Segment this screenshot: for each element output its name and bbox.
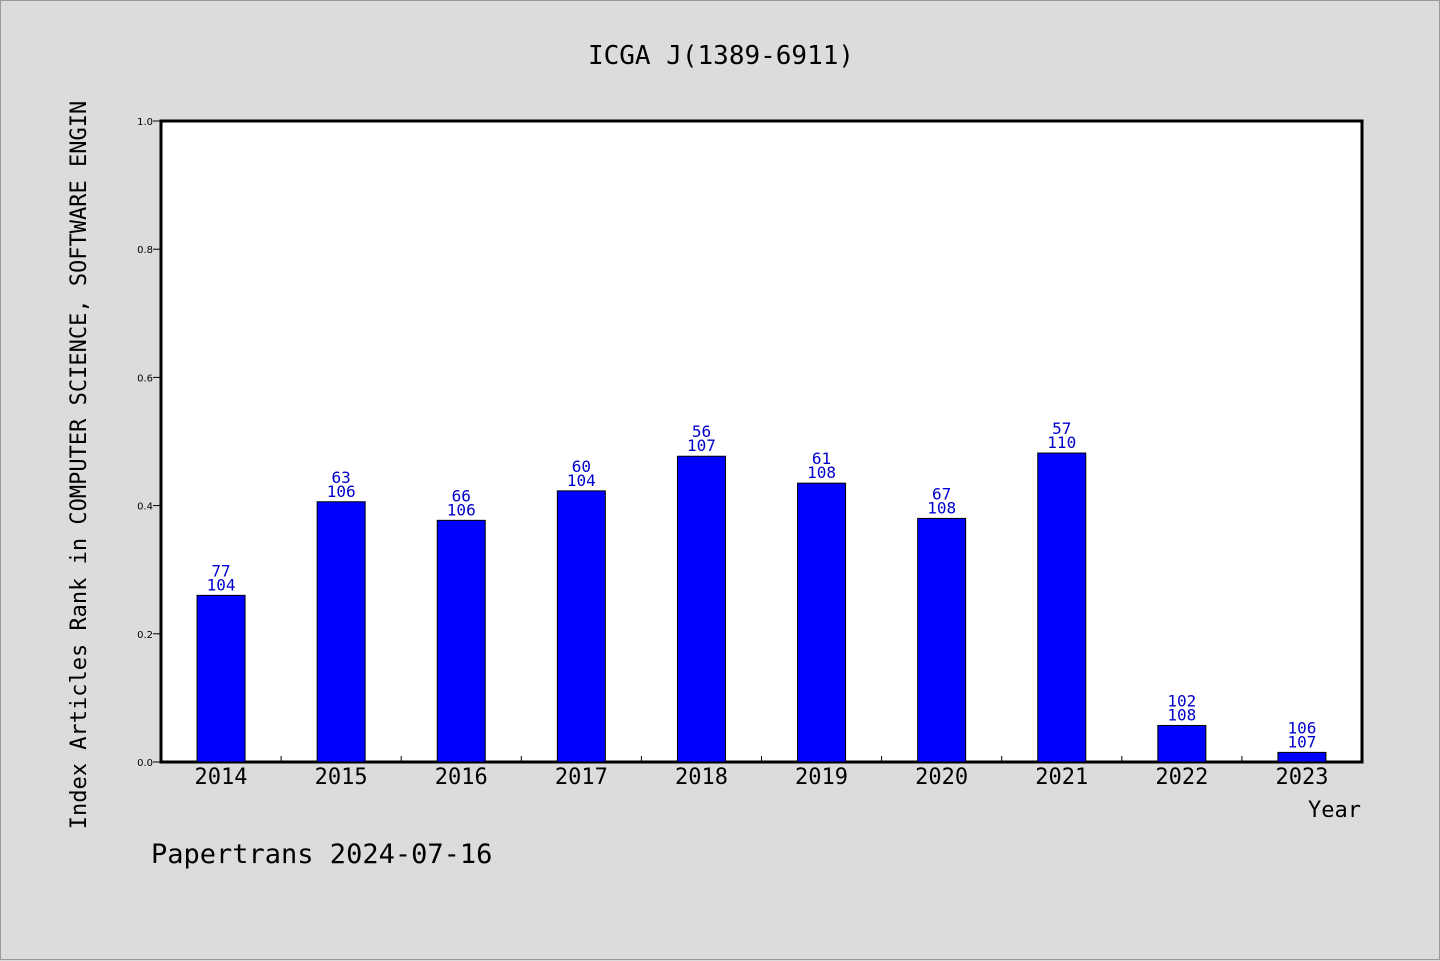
y-axis-ticks: 0.0 0.2 0.4 0.6 0.8 1.0	[137, 117, 161, 769]
x-tick-label: 2019	[795, 765, 848, 790]
x-tick-label: 2022	[1155, 765, 1208, 790]
bars	[196, 452, 1327, 763]
bar-total-label: 104	[567, 471, 596, 490]
x-tick-label: 2015	[315, 765, 368, 790]
bar-rank-label: 67	[932, 484, 951, 503]
bar-rank-label: 102	[1167, 691, 1196, 710]
bar-rank-label: 77	[211, 561, 230, 580]
bar-2016	[436, 519, 486, 763]
bar-2021	[1037, 452, 1087, 763]
bar-total-label: 107	[1287, 732, 1316, 751]
bar-2015	[316, 501, 366, 763]
x-axis-ticks: 2014 2015 2016 2017 2018 2019 2020 2021 2022 2023	[195, 756, 1328, 790]
bar-2017	[556, 490, 606, 763]
x-axis-label: Year	[1308, 798, 1361, 823]
x-tick-label: 2023	[1275, 765, 1328, 790]
x-tick-label: 2017	[555, 765, 608, 790]
bar-rank-label: 61	[812, 449, 831, 468]
bar-total-label: 104	[207, 575, 236, 594]
x-tick-label: 2016	[435, 765, 488, 790]
y-tick-label: 0.4	[137, 502, 153, 513]
bar-rank-label: 60	[572, 457, 591, 476]
y-tick-label: 0.8	[137, 245, 153, 256]
footer-watermark: Papertrans 2024-07-16	[151, 839, 492, 870]
bar-2023	[1277, 751, 1327, 763]
x-tick-label: 2014	[195, 765, 248, 790]
y-tick-label: 0.6	[137, 373, 153, 384]
y-tick-label: 0.0	[137, 758, 153, 769]
bar-2018	[676, 455, 726, 763]
y-tick-label: 0.2	[137, 630, 153, 641]
x-tick-label: 2021	[1035, 765, 1088, 790]
bar-rank-label: 66	[452, 486, 471, 505]
bar-2020	[917, 517, 967, 763]
bar-2019	[797, 482, 847, 763]
x-tick-label: 2020	[915, 765, 968, 790]
bar-total-label: 108	[927, 498, 956, 517]
bar-rank-label: 56	[692, 422, 711, 441]
bar-2022	[1157, 724, 1207, 763]
y-axis-label: Index Articles Rank in COMPUTER SCIENCE,…	[67, 101, 92, 829]
bar-rank-label: 106	[1287, 718, 1316, 737]
bar-2014	[196, 594, 246, 763]
bar-total-label: 108	[807, 463, 836, 482]
x-tick-label: 2018	[675, 765, 728, 790]
bar-rank-label: 57	[1052, 419, 1071, 438]
bar-total-label: 106	[447, 500, 476, 519]
y-tick-label: 1.0	[137, 117, 153, 128]
bar-total-label: 110	[1047, 433, 1076, 452]
bar-total-label: 107	[687, 436, 716, 455]
bar-total-label: 108	[1167, 705, 1196, 724]
bar-rank-label: 63	[332, 468, 351, 487]
bar-total-label: 106	[327, 482, 356, 501]
chart-title: ICGA J(1389-6911)	[588, 41, 854, 71]
